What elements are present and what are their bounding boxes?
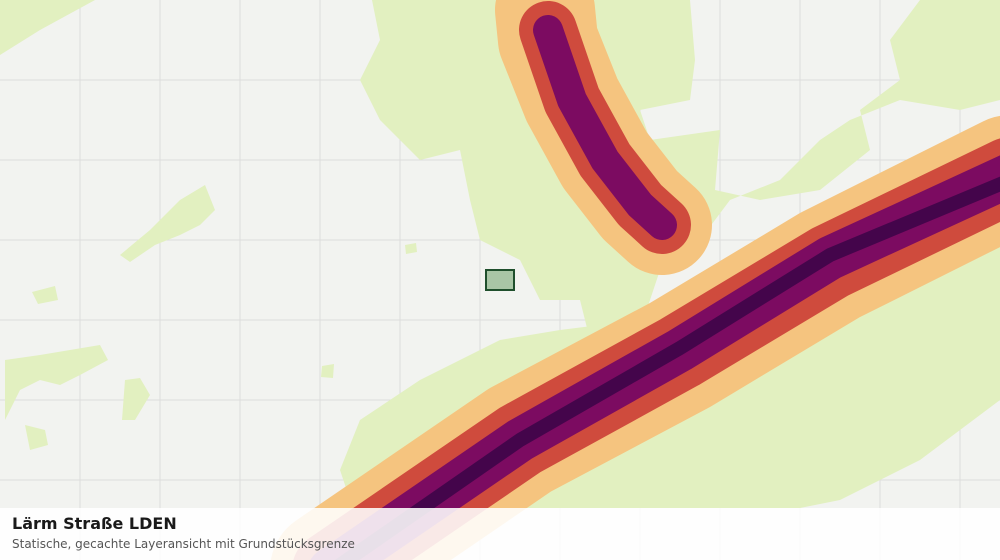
green-area <box>122 378 150 420</box>
layer-title: Lärm Straße LDEN <box>12 514 177 533</box>
green-area <box>321 364 334 378</box>
green-area <box>120 185 215 262</box>
green-area <box>25 425 48 450</box>
green-area <box>5 345 108 420</box>
parcel-boundary <box>485 269 515 291</box>
noise-road-branch <box>495 0 712 275</box>
noise-band-70 <box>335 176 1000 560</box>
green-area <box>405 243 417 254</box>
noise-road-main <box>271 116 1000 560</box>
legend-footer: Lärm Straße LDEN Statische, gecachte Lay… <box>0 508 1000 560</box>
noise-band-65 <box>533 15 677 240</box>
green-area <box>0 0 95 55</box>
green-area <box>32 286 58 304</box>
layer-subtitle: Statische, gecachte Layeransicht mit Gru… <box>12 537 355 551</box>
